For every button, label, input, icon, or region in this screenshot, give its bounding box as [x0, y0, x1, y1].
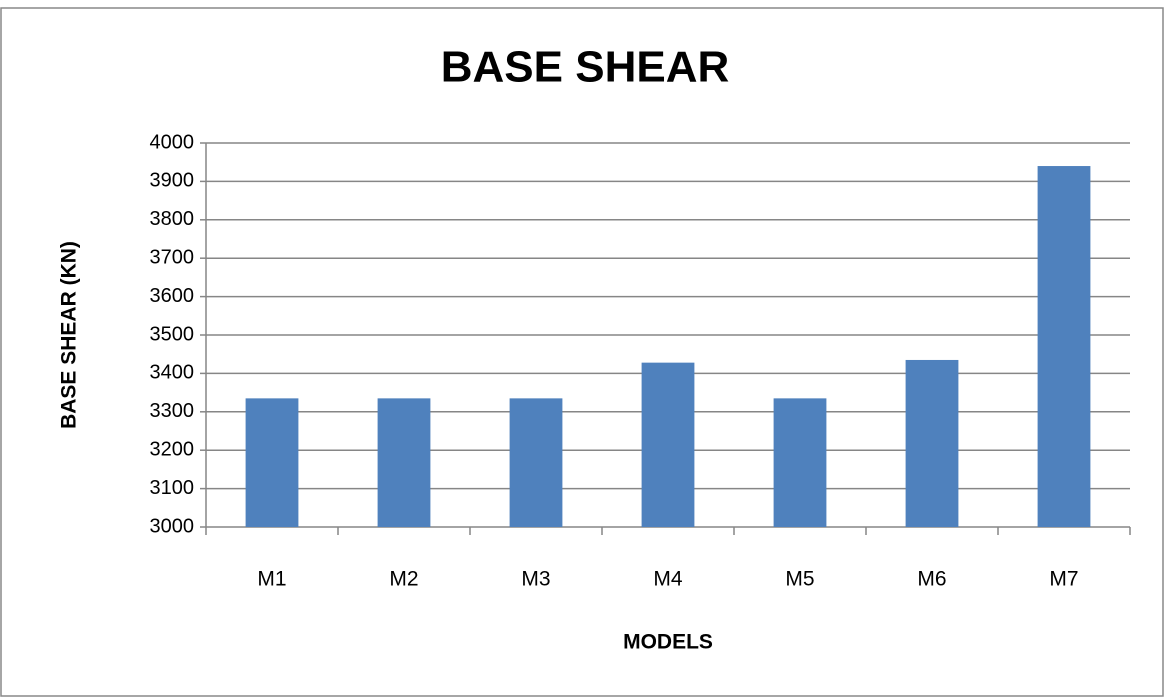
y-tick-label: 3000	[150, 515, 195, 537]
y-tick-label: 3700	[150, 246, 195, 268]
x-axis-title: MODELS	[623, 631, 713, 654]
chart-frame	[0, 7, 1164, 697]
y-tick-label: 3500	[150, 323, 195, 345]
y-tick-label: 3600	[150, 285, 195, 307]
bar	[1037, 166, 1091, 528]
bar	[245, 398, 299, 527]
x-tick-label: M4	[653, 568, 682, 591]
x-tick-label: M5	[785, 568, 814, 591]
x-tick-label: M6	[917, 568, 946, 591]
x-tick-label: M3	[521, 568, 550, 591]
x-tick-label: M7	[1049, 568, 1078, 591]
bar	[641, 362, 695, 527]
bar	[509, 398, 563, 527]
y-tick-label: 3200	[150, 438, 195, 460]
y-tick-label: 3300	[150, 400, 195, 422]
y-axis-title: BASE SHEAR (KN)	[58, 241, 81, 429]
y-tick-label: 3100	[150, 477, 195, 499]
bar	[905, 359, 959, 527]
x-tick-label: M1	[257, 568, 286, 591]
y-tick-label: 4000	[150, 131, 195, 153]
y-tick-label: 3400	[150, 362, 195, 384]
chart-title: BASE SHEAR	[441, 43, 730, 92]
x-tick-label: M2	[389, 568, 418, 591]
bar	[773, 398, 827, 527]
y-tick-label: 3800	[150, 208, 195, 230]
y-tick-label: 3900	[150, 170, 195, 192]
bar	[377, 398, 431, 527]
